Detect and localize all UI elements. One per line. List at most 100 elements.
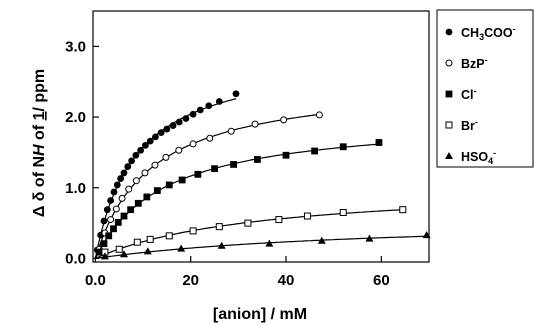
data-point-0-22	[196, 106, 204, 114]
data-point-1-13	[227, 127, 235, 135]
data-point-2-3	[110, 225, 117, 233]
legend-label-base-1: BzP	[461, 57, 485, 71]
legend-label-sup-4: -	[493, 148, 496, 158]
data-point-2-12	[194, 170, 202, 178]
legend-label-sub-4: 4	[488, 156, 493, 166]
x-tick-label-1: 20	[182, 272, 199, 289]
legend-label-sup-0: -	[513, 24, 516, 34]
legend-marker-2	[445, 90, 453, 98]
series-line-3	[95, 209, 403, 260]
data-point-3-6	[215, 223, 223, 231]
y-axis-label-units: / ppm	[31, 69, 48, 112]
y-axis-label-part2: of	[31, 120, 48, 144]
data-point-1-4	[118, 194, 126, 202]
data-point-4-2	[143, 247, 152, 255]
y-axis-label-compound: 1	[31, 111, 48, 120]
data-point-4-3	[177, 244, 186, 252]
data-point-1-12	[206, 134, 214, 142]
data-point-2-2	[105, 232, 113, 240]
data-point-0-6	[113, 181, 121, 189]
data-point-2-5	[120, 212, 128, 220]
data-point-2-10	[165, 181, 173, 189]
legend-marker-3	[445, 121, 453, 129]
data-point-1-16	[315, 111, 323, 119]
data-point-0-12	[137, 146, 145, 154]
x-tick-label-2: 40	[278, 272, 295, 289]
series-line-2	[94, 143, 380, 259]
data-point-0-9	[124, 163, 132, 170]
data-point-3-3	[146, 235, 154, 243]
data-point-4-4	[217, 241, 226, 249]
data-point-0-11	[132, 151, 140, 159]
data-point-0-2	[100, 217, 108, 225]
plot-frame	[92, 10, 430, 263]
legend-label-base-2: Cl	[461, 88, 474, 102]
data-point-1-9	[162, 153, 170, 161]
legend-label-sup-1: -	[485, 55, 488, 65]
axis-ticks: 0.0 20 40 60 0.0 1.0 2.0 3.0	[65, 38, 390, 289]
data-point-0-10	[128, 157, 136, 165]
data-point-0-15	[152, 133, 159, 141]
data-point-2-19	[375, 139, 383, 146]
data-point-2-9	[153, 187, 161, 194]
y-tick-label-3: 3.0	[65, 38, 86, 55]
data-point-1-15	[280, 116, 288, 124]
series-line-4	[95, 235, 427, 260]
data-point-4-6	[317, 236, 326, 244]
data-point-2-7	[134, 199, 142, 207]
y-tick-label-1: 1.0	[65, 180, 86, 197]
legend-marker-1	[445, 59, 453, 67]
data-point-1-6	[132, 177, 140, 185]
data-point-3-11	[399, 206, 407, 214]
data-point-2-11	[178, 176, 186, 184]
data-point-1-10	[175, 146, 183, 154]
data-point-2-1	[100, 240, 108, 248]
plot-content	[93, 90, 431, 260]
x-tick-label-3: 60	[373, 272, 390, 289]
data-point-1-5	[125, 185, 133, 193]
legend-marker-4	[445, 152, 453, 159]
x-axis-label: [anion] / mM	[213, 306, 307, 323]
data-point-0-7	[117, 175, 125, 182]
data-point-1-7	[141, 169, 149, 177]
legend-label-0: CH3COO-	[461, 24, 516, 42]
data-point-1-2	[107, 216, 115, 224]
legend-label-sub-0: 3	[479, 32, 484, 42]
data-point-3-5	[189, 227, 197, 235]
y-tick-label-0: 0.0	[65, 250, 86, 267]
x-tick-label-0: 0.0	[85, 272, 106, 289]
legend-label-base-4: HSO	[461, 150, 488, 164]
legend-label-1: BzP-	[461, 55, 488, 71]
data-point-0-19	[175, 118, 183, 126]
data-point-0-17	[163, 125, 171, 133]
data-point-0-3	[103, 206, 111, 214]
data-point-3-4	[165, 232, 173, 240]
data-point-4-5	[265, 239, 274, 247]
legend-label-base-3: Br	[461, 119, 475, 133]
y-axis-label: Δ δ of NH of 1/ ppm	[31, 69, 48, 217]
legend-box	[436, 9, 534, 168]
data-point-2-0	[95, 248, 103, 256]
legend-label-4: HSO4-	[461, 148, 496, 166]
legend-label-2: Cl-	[461, 86, 477, 102]
data-point-0-24	[215, 98, 223, 105]
data-point-0-5	[110, 188, 118, 196]
data-point-0-16	[157, 129, 165, 137]
data-point-2-14	[230, 161, 237, 168]
data-point-1-8	[151, 161, 159, 169]
data-point-3-7	[244, 219, 252, 227]
data-point-1-3	[112, 205, 120, 213]
data-point-2-16	[282, 151, 290, 159]
data-point-4-1	[119, 250, 128, 258]
data-point-0-13	[142, 141, 149, 149]
data-point-0-18	[169, 122, 177, 129]
data-point-1-11	[189, 140, 197, 148]
legend-label-mid-0: COO	[484, 26, 513, 40]
data-point-2-8	[143, 193, 151, 201]
legend: CH3COO-BzP-Cl-Br-HSO4-	[436, 9, 534, 168]
data-point-3-10	[339, 209, 347, 217]
legend-label-sup-2: -	[474, 86, 477, 96]
data-point-2-15	[254, 156, 261, 163]
y-axis-label-part1: Δ δ of N	[31, 156, 48, 217]
